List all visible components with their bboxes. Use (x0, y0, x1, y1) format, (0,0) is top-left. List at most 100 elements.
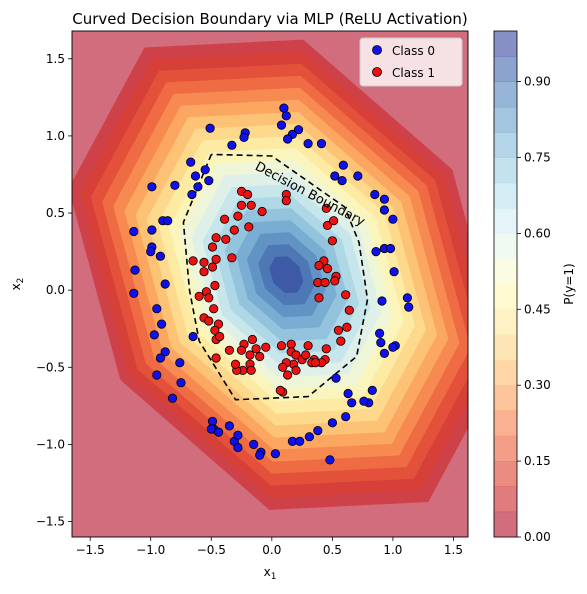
legend-label-class-1: Class 1 (392, 66, 435, 80)
contour-band (269, 256, 304, 294)
scatter-point-class-1 (247, 334, 257, 345)
scatter-point-class-1 (209, 304, 219, 314)
scatter-point-class-1 (204, 316, 214, 326)
scatter-point-class-1 (314, 293, 324, 303)
scatter-point-class-0 (147, 182, 157, 192)
scatter-point-class-1 (261, 342, 271, 352)
scatter-point-class-0 (353, 171, 363, 181)
y-tick-label: 0.5 (46, 206, 65, 220)
colorbar-band (494, 56, 517, 82)
scatter-point-class-0 (389, 267, 399, 277)
scatter-point-class-1 (227, 253, 237, 263)
colorbar-band (494, 486, 517, 513)
scatter-point-class-1 (303, 341, 313, 351)
scatter-point-class-0 (129, 288, 139, 298)
scatter-point-class-1 (257, 206, 267, 217)
scatter-point-class-0 (227, 140, 237, 150)
scatter-point-class-0 (295, 436, 305, 446)
scatter-point-class-1 (224, 345, 234, 355)
scatter-point-class-0 (338, 160, 348, 170)
colorbar-tick-label: 0.75 (524, 151, 551, 165)
scatter-point-class-0 (376, 337, 386, 348)
probability-contours (72, 31, 468, 537)
colorbar-band (494, 284, 517, 310)
scatter-point-class-1 (204, 293, 214, 303)
colorbar-label: P(y=1) (562, 263, 576, 304)
colorbar-band (494, 157, 517, 184)
legend-box (359, 37, 463, 87)
colorbar-tick-label: 0.60 (524, 226, 551, 240)
scatter-point-class-0 (186, 157, 196, 167)
y-tick-label: 1.5 (46, 52, 65, 66)
scatter-point-class-0 (147, 225, 157, 235)
scatter-point-class-0 (337, 176, 347, 186)
scatter-point-class-0 (200, 165, 210, 175)
y-axis-label: x2 (9, 278, 26, 291)
scatter-point-class-0 (249, 439, 259, 449)
colorbar-band (494, 385, 517, 411)
scatter-point-class-1 (244, 222, 254, 232)
scatter-point-class-1 (321, 203, 331, 213)
colorbar: 0.00 0.15 0.30 0.45 0.60 0.75 0.90 (493, 30, 551, 544)
scatter-point-class-0 (146, 247, 156, 257)
scatter-point-class-1 (210, 325, 220, 335)
scatter-point-class-1 (276, 341, 287, 351)
scatter-point-class-1 (291, 350, 301, 360)
scatter-point-class-1 (320, 277, 330, 288)
scatter-point-class-1 (342, 322, 352, 332)
legend-label-class-0: Class 0 (392, 44, 435, 58)
scatter-point-class-0 (303, 139, 313, 149)
scatter-point-class-0 (160, 347, 170, 357)
decision-boundary-line (182, 153, 369, 401)
x-axis: −1.5 −1.0 −0.5 0.0 0.5 1.0 1.5 (76, 537, 463, 557)
scatter-point-class-0 (204, 176, 214, 186)
scatter-point-class-0 (224, 421, 234, 431)
x-axis-label-subscript: 1 (271, 572, 277, 582)
plot-frame (71, 30, 469, 538)
scatter-point-class-1 (210, 280, 220, 291)
scatter-point-class-0 (388, 342, 398, 352)
y-axis: −1.5 −1.0 −0.5 0.0 0.5 1.0 1.5 (36, 52, 72, 529)
scatter-point-class-0 (167, 393, 178, 403)
scatter-point-class-0 (176, 378, 186, 388)
scatter-point-class-0 (188, 331, 198, 342)
colorbar-band (494, 233, 517, 260)
scatter-point-class-1 (188, 256, 198, 266)
scatter-point-class-0 (377, 296, 387, 306)
scatter-point-class-0 (207, 416, 218, 426)
scatter-point-class-1 (236, 345, 247, 355)
scatter-point-class-0 (370, 189, 380, 200)
scatter-point-class-1 (328, 216, 339, 226)
scatter-point-class-0 (385, 243, 396, 254)
scatter-point-class-0 (293, 125, 304, 135)
colorbar-band (494, 461, 517, 487)
scatter-point-class-0 (187, 189, 197, 200)
scatter-point-class-0 (175, 358, 185, 368)
scatter-point-class-1 (246, 365, 256, 375)
x-tick-label: 1.0 (383, 543, 402, 557)
colorbar-band (494, 81, 517, 108)
scatter-point-class-1 (211, 233, 221, 243)
legend-marker-class-0 (372, 45, 382, 55)
x-tick-label: 1.5 (444, 543, 463, 557)
scatter-point-class-0 (239, 132, 249, 142)
scatter-point-class-0 (316, 139, 327, 149)
colorbar-band (494, 208, 517, 234)
scatter-point-class-0 (270, 449, 280, 459)
scatter-point-class-0 (233, 430, 243, 440)
colorbar-band (494, 106, 517, 133)
x-tick-label: −1.5 (76, 543, 105, 557)
scatter-point-class-1 (246, 200, 256, 210)
y-axis-label-main: x (9, 283, 23, 290)
scatter-point-class-1 (281, 196, 291, 206)
scatter-point-class-0 (325, 455, 335, 465)
scatter-point-class-0 (157, 319, 167, 329)
colorbar-band (494, 410, 517, 437)
scatter-point-class-0 (330, 171, 340, 181)
x-tick-label: 0.0 (262, 543, 281, 557)
scatter-point-class-0 (379, 205, 389, 215)
scatter-point-class-1 (211, 353, 221, 363)
scatter-point-class-0 (276, 120, 287, 130)
scatter-point-class-0 (379, 194, 389, 204)
scatter-point-class-1 (207, 242, 218, 252)
